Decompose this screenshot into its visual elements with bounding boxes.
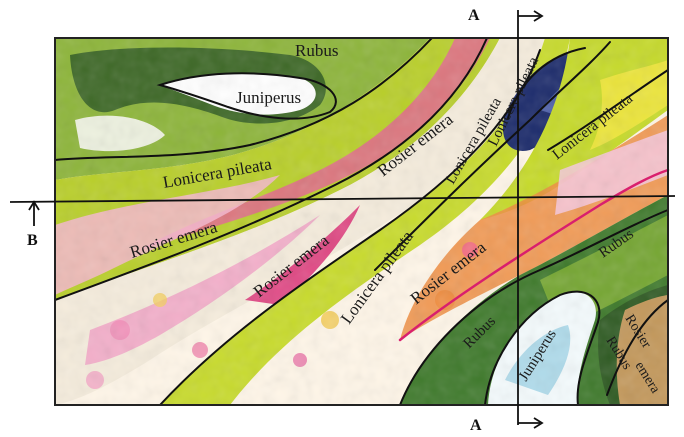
texture-overlay [55,38,668,405]
boundary-juniperus-top [156,72,337,120]
map-frame [54,37,669,406]
boundary-right-top [547,69,669,151]
arrow-a-top-head [533,10,544,22]
section-label-b: B [27,232,38,249]
arrow-a-bottom-head [533,417,544,429]
boundary-rubus-top [399,209,669,406]
boundary-upper-left [54,37,433,161]
section-lines [9,10,676,429]
boundary-rosier-left [54,37,488,301]
label-rubus-top: Rubus [295,41,338,60]
boundary-lonicera-center [159,49,541,406]
section-line-b [9,195,676,203]
zone-boundaries [54,37,670,406]
boundary-juniperus-bottom [484,290,601,406]
section-label-a-bottom: A [470,417,482,433]
boundary-rosier-red [398,168,670,342]
boundary-navy-top [507,47,586,119]
section-label-a-top: A [468,7,480,24]
label-juniperus-top: Juniperus [236,88,301,107]
arrow-b-head [28,200,40,211]
boundary-rosier-bottom-right [606,299,669,396]
